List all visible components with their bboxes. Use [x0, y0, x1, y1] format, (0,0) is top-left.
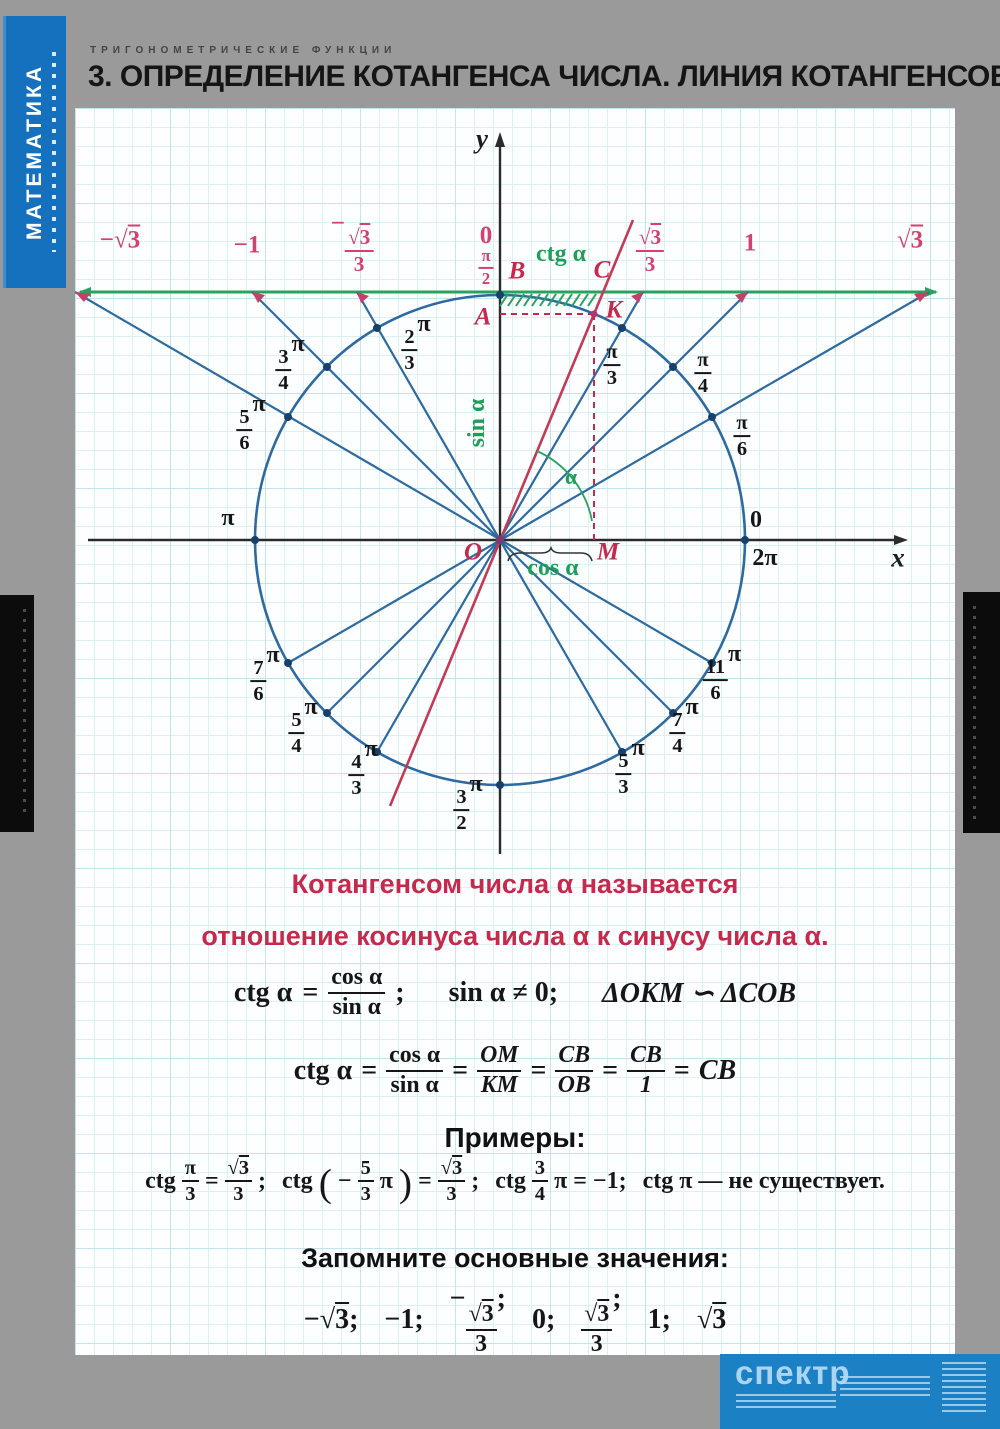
examples-heading: Примеры: — [444, 1122, 586, 1153]
left-edge-tab — [0, 595, 34, 832]
cotangent-line-right-arrow — [925, 287, 938, 297]
ctg-alpha-label: ctg α — [535, 241, 587, 267]
left-tab-microtext-decor — [23, 609, 26, 818]
alpha-angle-label: α — [564, 464, 578, 489]
cot-value-neg-1: −1 — [233, 231, 261, 259]
formula-ctg-definition: ctg α = cos α sin α ; sin α ≠ 0; ΔOKM ∽ Δ… — [233, 964, 797, 1020]
angle-line-2pi3 — [356, 291, 623, 753]
angle-lines — [74, 291, 930, 753]
angle-label-2pi: 2π — [752, 545, 778, 571]
point-label-B: B — [508, 257, 526, 285]
point-K-dot — [590, 310, 598, 318]
circle-point-dots — [251, 291, 749, 789]
cos-brace — [507, 545, 593, 562]
point-label-M: M — [596, 538, 620, 566]
angle-label-0: 0 — [750, 507, 762, 533]
ray-arrow-tips — [75, 292, 929, 303]
right-edge-tab — [963, 592, 1000, 833]
x-axis-label: x — [891, 542, 905, 573]
projection-dashes — [500, 313, 595, 540]
right-tab-microtext-decor — [973, 606, 976, 819]
angle-line-pi3 — [376, 291, 644, 753]
angle-line-3pi4 — [251, 291, 674, 714]
definition-line-1: Котангенсом числа α называется — [291, 869, 739, 899]
formula-ctg-chain: ctg α = cos α sin α = OM KM = CB OB = CB 1 =… — [293, 1042, 737, 1098]
origin-dot — [495, 535, 505, 545]
banner-dots-decor — [52, 52, 56, 252]
point-label-O: O — [463, 538, 483, 566]
remember-values-row: −√3; −1; − √3 3; 0; √3 3; 1; √3 — [303, 1283, 727, 1357]
definition-line-2: отношение косинуса числа α к синусу числ… — [201, 921, 829, 951]
cot-value-sqrt3-3: √3 3 — [635, 211, 665, 275]
graph-paper — [75, 108, 955, 1355]
angle-line-5pi6 — [74, 291, 713, 664]
angle-line-pi4 — [326, 291, 749, 714]
series-label: ТРИГОНОМЕТРИЧЕСКИЕ ФУНКЦИИ — [90, 45, 397, 56]
logo-smalltext-decor-1 — [736, 1394, 836, 1412]
cot-value-neg-sqrt3: −√3 — [99, 226, 141, 254]
point-label-A: A — [474, 303, 492, 331]
cot-value-sqrt3: √3 — [896, 226, 924, 254]
point-label-C: C — [593, 256, 611, 284]
angle-label-11pi6: 11 6 π — [702, 642, 741, 704]
cot-value-1: 1 — [743, 229, 757, 257]
y-axis-label: y — [476, 123, 488, 154]
alpha-ray — [388, 219, 635, 807]
math-banner: МАТЕМАТИКА — [3, 16, 66, 288]
remember-heading: Запомните основные значения: — [301, 1243, 729, 1273]
alpha-angle-arc — [536, 450, 593, 522]
y-axis-arrow — [495, 132, 505, 147]
cos-alpha-label: cos α — [527, 555, 579, 581]
x-axis-arrow — [894, 535, 908, 545]
angle-line-pi6 — [287, 291, 930, 664]
logo-smalltext-decor-2 — [840, 1376, 930, 1400]
cot-value-neg-sqrt3-3: − √3 3 — [331, 211, 374, 275]
publisher-logo-box: спектр — [720, 1354, 1000, 1429]
sin-alpha-label: sin α — [464, 398, 490, 448]
point-label-K: K — [605, 296, 623, 324]
logo-smalltext-decor-3 — [942, 1362, 986, 1414]
publisher-logo: спектр — [735, 1354, 851, 1391]
ctg-segment-hatch — [499, 293, 597, 307]
angle-label-pi: π — [221, 505, 235, 531]
page-title: 3. ОПРЕДЕЛЕНИЕ КОТАНГЕНСА ЧИСЛА. ЛИНИЯ К… — [88, 60, 1000, 93]
